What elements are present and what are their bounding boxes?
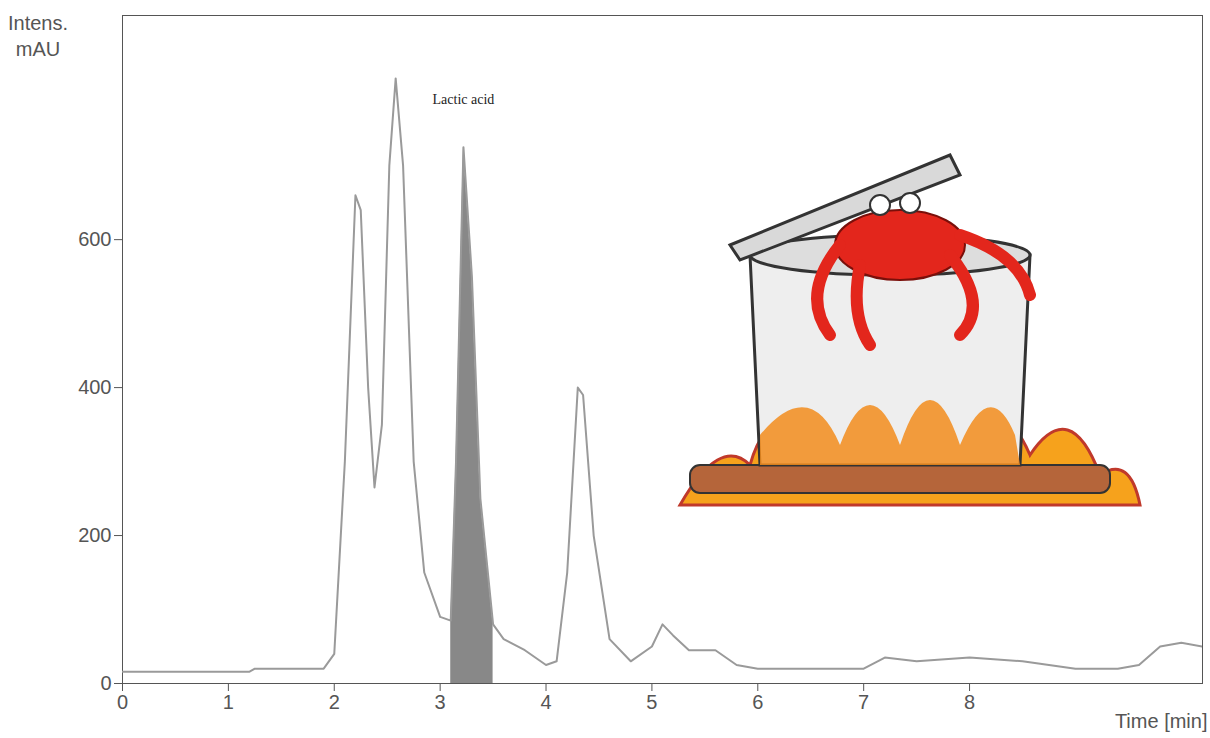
svg-text:1: 1 bbox=[223, 691, 234, 713]
svg-text:200: 200 bbox=[78, 524, 111, 546]
svg-text:400: 400 bbox=[78, 376, 111, 398]
svg-text:8: 8 bbox=[964, 691, 975, 713]
svg-text:7: 7 bbox=[858, 691, 869, 713]
svg-text:3: 3 bbox=[435, 691, 446, 713]
svg-text:0: 0 bbox=[117, 691, 128, 713]
svg-text:5: 5 bbox=[646, 691, 657, 713]
svg-text:Lactic acid: Lactic acid bbox=[433, 92, 495, 107]
svg-text:Time [min]: Time [min] bbox=[1115, 710, 1208, 732]
svg-text:4: 4 bbox=[540, 691, 551, 713]
svg-text:2: 2 bbox=[329, 691, 340, 713]
html-text:Intens. mAU: Intens. mAU bbox=[8, 12, 68, 60]
svg-text:6: 6 bbox=[752, 691, 763, 713]
svg-text:600: 600 bbox=[78, 228, 111, 250]
svg-text:0: 0 bbox=[100, 672, 111, 694]
